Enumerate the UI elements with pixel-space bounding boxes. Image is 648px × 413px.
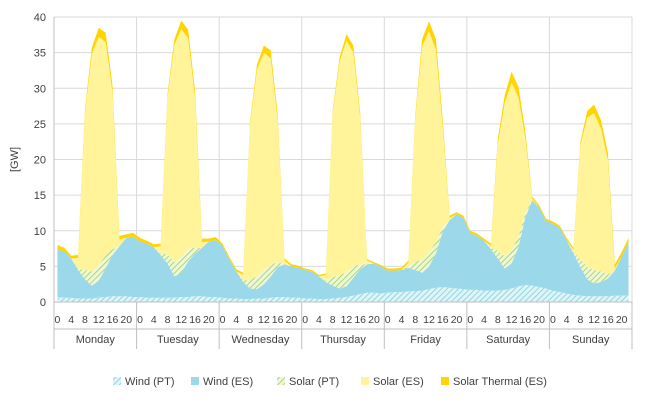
y-tick-label-15: 15	[34, 190, 46, 202]
hour-tick-label-friday-0: 0	[385, 314, 391, 326]
hour-tick-label-saturday-0: 0	[467, 314, 473, 326]
area-solar-es	[57, 29, 629, 281]
legend-swatch-solar-pt	[277, 377, 285, 385]
legend-swatch-wind-pt	[113, 377, 121, 385]
legend-label-solar-pt: Solar (PT)	[289, 376, 339, 388]
hour-tick-label-tuesday-20: 20	[203, 314, 215, 326]
hour-tick-label-sunday-12: 12	[588, 314, 600, 326]
day-label-sunday: Sunday	[572, 334, 610, 346]
y-axis-label: [GW]	[9, 147, 21, 172]
day-label-friday: Friday	[410, 334, 441, 346]
hour-tick-label-monday-8: 8	[82, 314, 88, 326]
area-wind-es	[57, 200, 629, 300]
stacked-areas	[57, 20, 629, 302]
y-tick-label-0: 0	[40, 297, 46, 309]
hour-tick-label-saturday-4: 4	[481, 314, 487, 326]
hour-tick-label-wednesday-8: 8	[247, 314, 253, 326]
day-label-thursday: Thursday	[320, 334, 366, 346]
hour-tick-label-friday-4: 4	[399, 314, 405, 326]
hour-tick-label-friday-8: 8	[412, 314, 418, 326]
y-tick-label-10: 10	[34, 226, 46, 238]
hour-tick-label-thursday-0: 0	[302, 314, 308, 326]
y-tick-label-5: 5	[40, 261, 46, 273]
hour-tick-label-sunday-4: 4	[564, 314, 570, 326]
day-label-tuesday: Tuesday	[157, 334, 199, 346]
hour-tick-label-wednesday-20: 20	[286, 314, 298, 326]
hour-tick-label-tuesday-4: 4	[151, 314, 157, 326]
day-label-wednesday: Wednesday	[231, 334, 289, 346]
hour-tick-label-tuesday-12: 12	[175, 314, 187, 326]
hour-tick-label-saturday-20: 20	[533, 314, 545, 326]
legend-swatch-solar-thermal-es	[441, 377, 449, 385]
hour-tick-label-friday-20: 20	[451, 314, 463, 326]
hour-tick-label-wednesday-4: 4	[233, 314, 239, 326]
day-label-monday: Monday	[76, 334, 116, 346]
hour-tick-label-saturday-16: 16	[520, 314, 532, 326]
hour-tick-label-monday-16: 16	[107, 314, 119, 326]
legend-label-wind-pt: Wind (PT)	[125, 376, 175, 388]
legend-swatch-solar-es	[361, 377, 369, 385]
hour-tick-label-friday-12: 12	[423, 314, 435, 326]
legend: Wind (PT) Wind (ES) Solar (PT) Solar (ES) So…	[113, 376, 547, 388]
hour-tick-label-thursday-12: 12	[341, 314, 353, 326]
hour-tick-label-sunday-0: 0	[550, 314, 556, 326]
y-tick-label-20: 20	[34, 155, 46, 167]
hour-tick-label-monday-0: 0	[55, 314, 61, 326]
hour-tick-label-tuesday-8: 8	[165, 314, 171, 326]
hour-tick-label-thursday-16: 16	[354, 314, 366, 326]
legend-swatch-wind-es	[191, 377, 199, 385]
hour-tick-label-sunday-8: 8	[577, 314, 583, 326]
hour-tick-label-thursday-20: 20	[368, 314, 380, 326]
hour-tick-label-tuesday-16: 16	[189, 314, 201, 326]
area-wind-pt	[57, 284, 629, 302]
hour-tick-label-thursday-8: 8	[330, 314, 336, 326]
legend-label-solar-es: Solar (ES)	[373, 376, 424, 388]
hour-tick-label-saturday-8: 8	[495, 314, 501, 326]
legend-label-wind-es: Wind (ES)	[203, 376, 253, 388]
day-label-saturday: Saturday	[486, 334, 531, 346]
hour-tick-label-sunday-16: 16	[602, 314, 614, 326]
area-solar-pt	[57, 200, 629, 290]
y-tick-label-25: 25	[34, 119, 46, 131]
hour-tick-label-sunday-20: 20	[616, 314, 628, 326]
hour-tick-label-wednesday-0: 0	[220, 314, 226, 326]
y-tick-label-35: 35	[34, 48, 46, 60]
hour-tick-label-friday-16: 16	[437, 314, 449, 326]
hour-tick-label-wednesday-16: 16	[272, 314, 284, 326]
hour-tick-label-monday-20: 20	[120, 314, 132, 326]
legend-label-solar-thermal-es: Solar Thermal (ES)	[453, 376, 547, 388]
hour-tick-label-saturday-12: 12	[506, 314, 518, 326]
y-tick-label-40: 40	[34, 12, 46, 24]
y-tick-label-30: 30	[34, 83, 46, 95]
hour-tick-label-monday-4: 4	[68, 314, 74, 326]
hour-tick-label-monday-12: 12	[93, 314, 105, 326]
hour-tick-label-tuesday-0: 0	[137, 314, 143, 326]
hour-tick-label-thursday-4: 4	[316, 314, 322, 326]
hour-tick-label-wednesday-12: 12	[258, 314, 270, 326]
